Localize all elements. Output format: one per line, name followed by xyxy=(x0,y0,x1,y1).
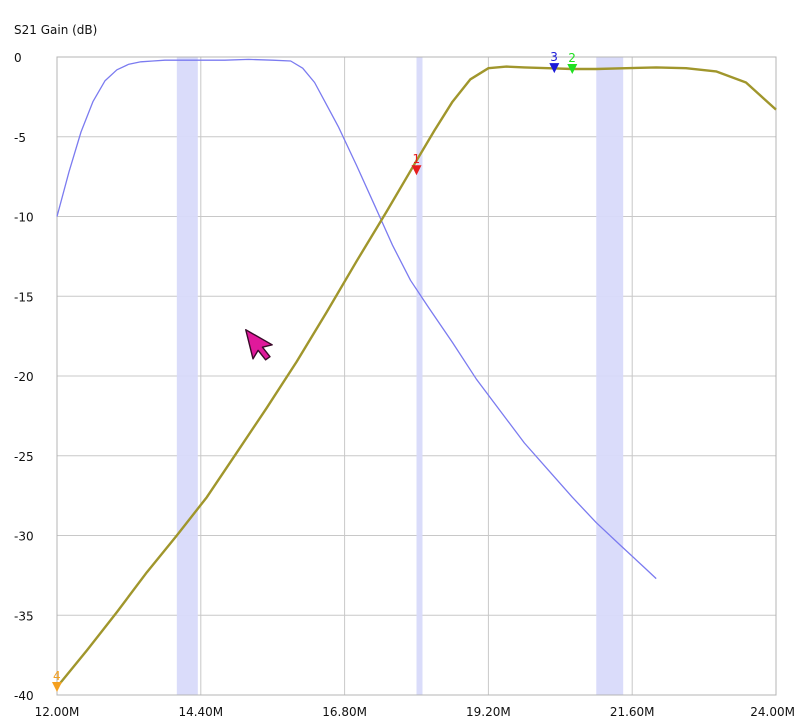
cursor-layer xyxy=(245,329,273,361)
y-tick-label: 0 xyxy=(14,51,22,65)
series-line-1 xyxy=(56,58,657,580)
y-tick-label: -40 xyxy=(14,689,34,703)
marker-2-label: 2 xyxy=(568,51,576,65)
plot-border xyxy=(56,56,777,696)
marker-1-icon[interactable] xyxy=(411,165,422,176)
marker-4-label: 4 xyxy=(53,669,61,683)
y-tick-label: -20 xyxy=(14,370,34,384)
x-tick-label: 19.20M xyxy=(466,705,511,719)
marker-3-label: 3 xyxy=(550,50,558,64)
band-layer xyxy=(176,57,624,695)
y-tick-label: -15 xyxy=(14,290,34,304)
mouse-cursor-icon xyxy=(245,329,273,361)
y-tick-label: -30 xyxy=(14,530,34,544)
x-tick-label: 24.00M xyxy=(750,705,795,719)
y-tick-label: -5 xyxy=(14,131,26,145)
marker-2-icon[interactable] xyxy=(567,63,578,74)
frequency-band xyxy=(596,57,624,695)
frequency-band xyxy=(416,57,423,695)
x-tick-label: 14.40M xyxy=(178,705,223,719)
frequency-band xyxy=(176,57,198,695)
marker-4-icon[interactable] xyxy=(52,682,62,693)
series-layer xyxy=(56,58,777,688)
x-tick-label: 12.00M xyxy=(35,705,80,719)
y-tick-label: -10 xyxy=(14,211,34,225)
x-tick-label: 16.80M xyxy=(322,705,367,719)
chart-title: S21 Gain (dB) xyxy=(14,23,97,37)
series-line-2 xyxy=(56,65,777,688)
marker-3-icon[interactable] xyxy=(549,63,560,74)
marker-1-label: 1 xyxy=(413,152,421,166)
marker-layer: 1 23 4 xyxy=(52,50,578,693)
x-tick-label: 21.60M xyxy=(610,705,655,719)
y-tick-label: -25 xyxy=(14,450,34,464)
y-tick-label: -35 xyxy=(14,609,34,623)
